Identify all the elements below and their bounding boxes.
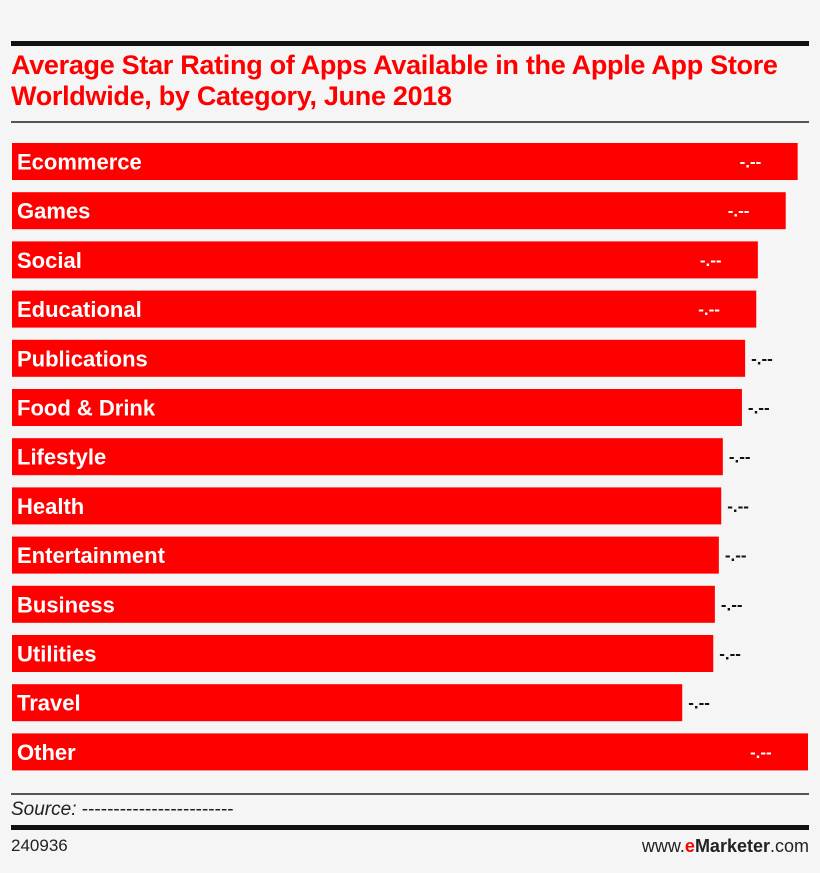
bar-publications <box>12 339 746 377</box>
category-label: Social <box>17 248 82 273</box>
category-label: Games <box>17 199 90 224</box>
data-label: -.-- <box>751 349 773 368</box>
source-value: ------------------------ <box>81 799 234 820</box>
bar-utilities <box>12 635 714 672</box>
category-label: Ecommerce <box>17 150 142 175</box>
category-label: Health <box>17 494 84 519</box>
chart-id: 240936 <box>11 836 68 855</box>
bar-food-drink <box>12 389 742 426</box>
category-label: Travel <box>17 691 81 716</box>
data-label: -.-- <box>719 645 741 664</box>
data-label: -.-- <box>729 448 751 467</box>
category-label: Food & Drink <box>17 396 156 421</box>
data-label: -.-- <box>698 300 720 319</box>
data-label: -.-- <box>728 202 750 221</box>
bar-ecommerce <box>12 143 798 180</box>
data-label: -.-- <box>721 595 743 614</box>
bar-social <box>12 241 758 279</box>
data-label: -.-- <box>727 497 749 516</box>
bar-business <box>12 585 715 623</box>
category-label: Business <box>17 592 115 617</box>
category-label: Publications <box>17 346 148 371</box>
source-line: Source: ------------------------ <box>11 799 234 821</box>
brand-name: Marketer <box>694 836 770 856</box>
category-label: Utilities <box>17 642 96 667</box>
bar-games <box>12 192 786 230</box>
data-label: -.-- <box>748 399 770 418</box>
bar-educational <box>12 290 757 328</box>
data-label: -.-- <box>740 153 762 172</box>
bar-other <box>12 733 808 771</box>
data-label: -.-- <box>725 546 747 565</box>
bar-travel <box>12 684 683 722</box>
brand-e: e <box>684 836 695 856</box>
bar-lifestyle <box>12 438 723 476</box>
category-label: Entertainment <box>17 543 166 568</box>
category-label: Other <box>17 740 76 765</box>
brand-prefix: www. <box>641 836 685 856</box>
source-label: Source: <box>11 799 77 820</box>
brand-suffix: .com <box>769 836 809 856</box>
bottom-rule <box>11 825 809 830</box>
bar-health <box>12 487 722 525</box>
data-label: -.-- <box>750 743 772 762</box>
source-rule <box>11 793 809 795</box>
data-label: -.-- <box>688 694 710 713</box>
data-label: -.-- <box>700 251 722 270</box>
top-rule <box>11 41 809 46</box>
chart-title: Average Star Rating of Apps Available in… <box>11 50 778 111</box>
brand-logo: www.eMarketer.com <box>642 836 809 857</box>
category-label: Educational <box>17 297 142 322</box>
bar-entertainment <box>12 536 719 574</box>
category-label: Lifestyle <box>17 445 106 470</box>
title-rule <box>11 121 809 123</box>
